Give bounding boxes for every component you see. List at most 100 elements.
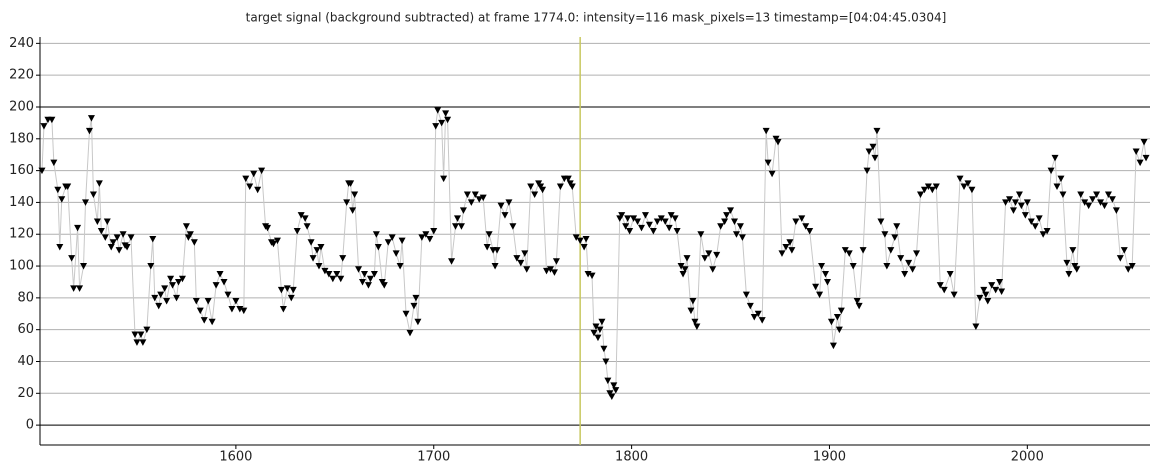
marker xyxy=(339,255,347,262)
marker xyxy=(608,393,616,400)
marker xyxy=(74,224,82,232)
marker xyxy=(788,247,796,254)
marker xyxy=(97,228,105,235)
marker xyxy=(1051,154,1059,162)
marker xyxy=(293,228,301,235)
marker xyxy=(264,224,272,232)
marker xyxy=(673,228,681,235)
marker xyxy=(998,288,1006,296)
marker xyxy=(582,236,590,243)
marker xyxy=(598,318,606,326)
marker xyxy=(277,286,285,294)
marker xyxy=(527,183,535,191)
y-tick-label: 120 xyxy=(9,227,34,242)
marker xyxy=(374,243,382,251)
marker xyxy=(1011,199,1019,206)
marker xyxy=(972,323,980,330)
marker xyxy=(200,317,208,324)
marker xyxy=(491,263,499,270)
marker xyxy=(539,186,547,194)
marker xyxy=(432,123,440,130)
marker xyxy=(1047,167,1055,175)
marker xyxy=(402,310,410,318)
marker xyxy=(58,196,66,203)
marker xyxy=(1063,259,1071,267)
chart-title: target signal (background subtracted) at… xyxy=(246,11,947,25)
marker xyxy=(786,239,794,246)
marker xyxy=(546,266,554,273)
y-tick-label: 0 xyxy=(26,418,34,433)
marker xyxy=(713,251,721,259)
marker xyxy=(802,223,810,230)
marker xyxy=(50,159,58,167)
marker xyxy=(742,291,750,299)
marker xyxy=(641,212,649,219)
marker xyxy=(76,285,84,292)
marker xyxy=(782,243,790,251)
marker xyxy=(845,250,853,257)
marker xyxy=(1009,207,1017,214)
marker xyxy=(798,215,806,222)
marker xyxy=(493,247,501,254)
marker xyxy=(996,278,1004,286)
marker xyxy=(1031,223,1039,230)
marker xyxy=(960,183,968,191)
marker xyxy=(457,223,465,230)
marker xyxy=(1039,231,1047,238)
marker xyxy=(364,282,372,289)
marker xyxy=(430,228,438,235)
marker xyxy=(448,258,456,265)
marker xyxy=(897,255,905,262)
marker xyxy=(343,199,351,206)
marker xyxy=(950,291,958,299)
marker xyxy=(626,228,634,235)
marker xyxy=(865,148,873,156)
marker xyxy=(873,127,881,135)
marker xyxy=(754,310,762,318)
marker xyxy=(697,231,705,238)
marker xyxy=(89,191,97,198)
marker xyxy=(137,331,145,338)
marker xyxy=(1089,196,1097,203)
marker xyxy=(1002,199,1010,206)
marker xyxy=(133,339,141,346)
marker xyxy=(531,191,539,198)
marker xyxy=(471,191,479,198)
marker xyxy=(442,110,450,117)
marker xyxy=(634,218,642,226)
marker xyxy=(521,250,529,257)
marker xyxy=(932,183,940,191)
y-tick-label: 20 xyxy=(17,386,34,401)
marker xyxy=(1112,207,1120,214)
marker xyxy=(859,247,867,254)
marker xyxy=(594,334,602,342)
marker xyxy=(418,234,426,241)
marker xyxy=(422,231,430,238)
marker xyxy=(143,326,151,334)
marker xyxy=(618,212,626,219)
marker xyxy=(665,224,673,232)
marker xyxy=(913,250,921,257)
marker xyxy=(370,271,378,278)
marker xyxy=(208,318,216,326)
marker xyxy=(853,298,861,305)
marker xyxy=(1108,196,1116,203)
marker xyxy=(392,250,400,257)
marker xyxy=(169,282,177,289)
marker xyxy=(829,342,837,350)
marker xyxy=(622,223,630,230)
marker xyxy=(412,294,420,302)
marker xyxy=(1142,154,1150,162)
marker xyxy=(905,259,913,267)
x-tick-label: 2000 xyxy=(1011,450,1044,465)
marker xyxy=(212,282,220,289)
marker xyxy=(131,331,139,338)
marker xyxy=(40,123,48,130)
marker xyxy=(283,285,291,292)
marker xyxy=(723,212,731,219)
marker xyxy=(147,263,155,270)
marker xyxy=(113,234,121,241)
marker xyxy=(1093,191,1101,198)
marker xyxy=(333,271,341,278)
marker xyxy=(891,234,899,241)
